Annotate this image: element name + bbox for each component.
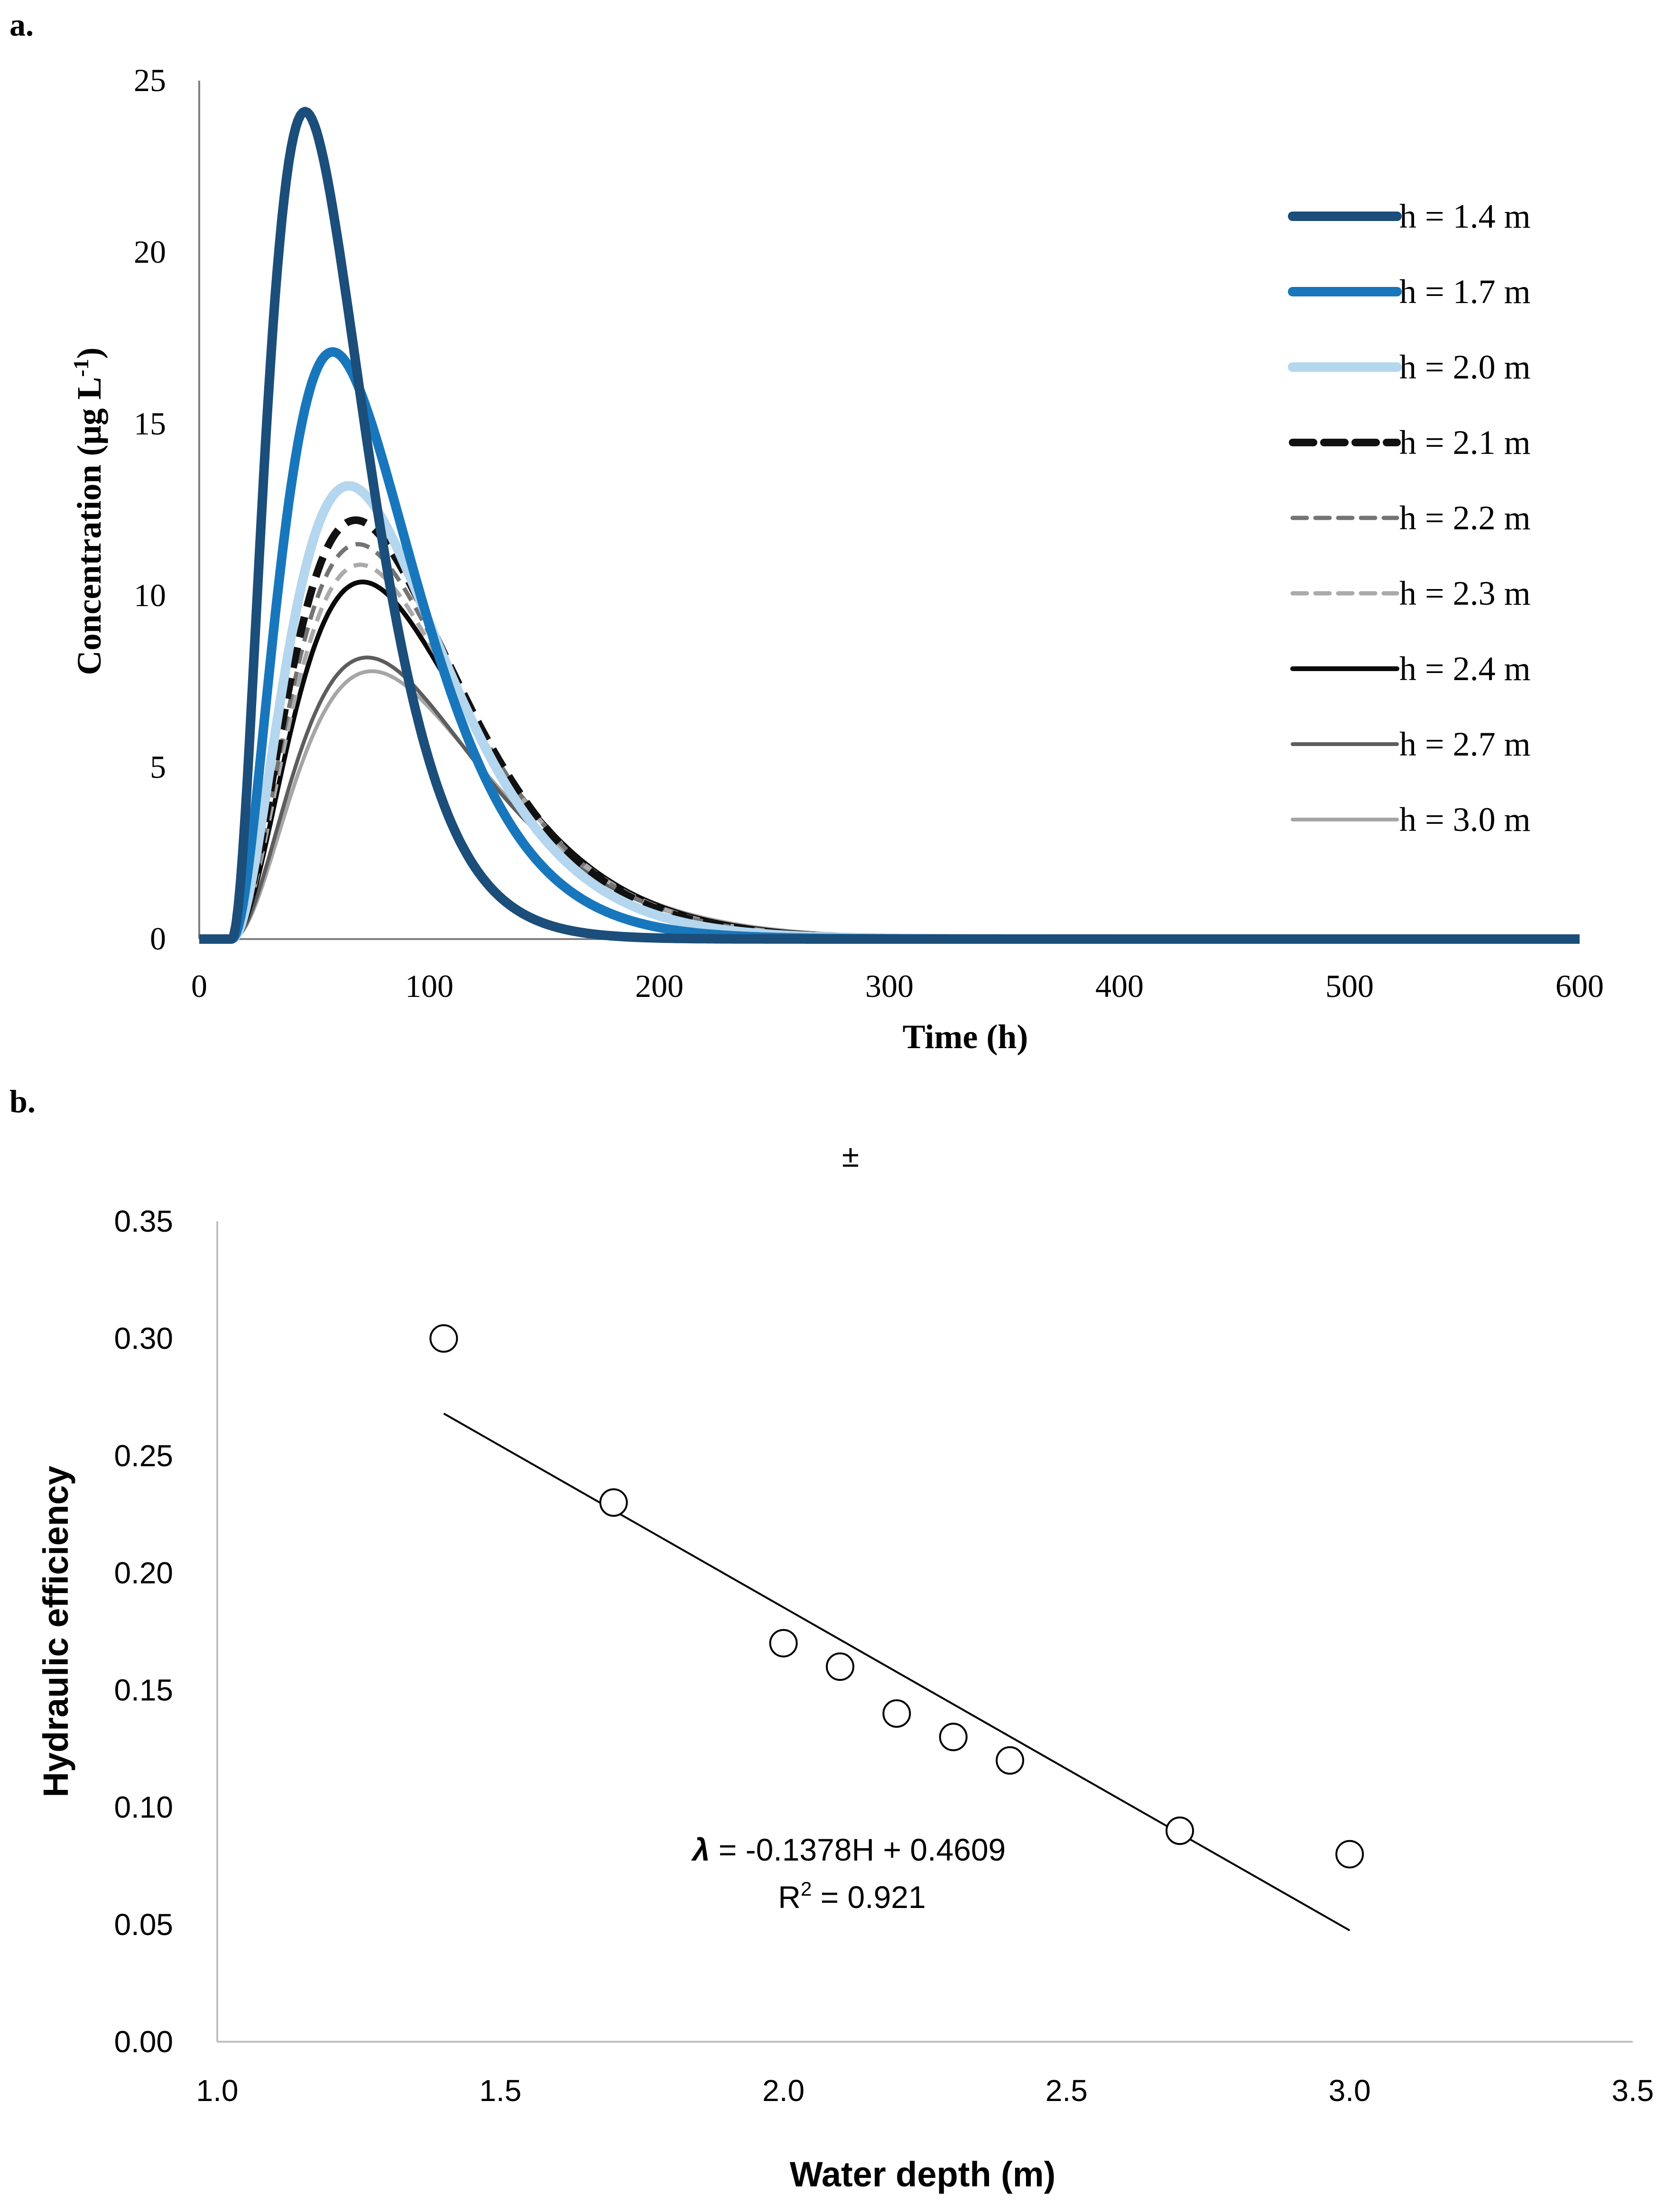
scatter-point bbox=[769, 1629, 798, 1658]
legend-entry-label: h = 1.7 m bbox=[1399, 273, 1531, 311]
legend-entry-label: h = 2.3 m bbox=[1399, 574, 1531, 612]
panel-b-x-tick-label: 3.5 bbox=[1612, 2074, 1654, 2108]
scatter-point bbox=[1166, 1816, 1194, 1845]
panel-a-y-axis-title: Concentration (μg L-1) bbox=[69, 347, 108, 675]
panel-b-trendline-group bbox=[443, 1412, 1350, 1931]
series-line-1 bbox=[196, 107, 1582, 944]
panel-b-y-tick-label: 0.00 bbox=[114, 2025, 173, 2059]
panel-a-y-tick-label: 10 bbox=[134, 577, 166, 613]
panel-b-y-tick-label: 0.10 bbox=[114, 1790, 173, 1825]
panel-b-x-axis-title: Water depth (m) bbox=[790, 2155, 1055, 2194]
panel-b-equation: λ = -0.1378H + 0.4609 bbox=[691, 1832, 1006, 1867]
panel-b-y-tick-label: 0.25 bbox=[114, 1438, 173, 1473]
panel-b-r-squared: R2 = 0.921 bbox=[778, 1878, 925, 1915]
panel-a-y-tick-label: 25 bbox=[134, 62, 166, 98]
panel-b-x-tick-label: 1.5 bbox=[479, 2074, 521, 2108]
panel-a-x-ticks: 0 100 200 300 400 500 600 bbox=[191, 968, 1604, 1004]
panel-b-x-tick-label: 2.5 bbox=[1045, 2074, 1088, 2108]
panel-a-legend: h = 1.4 m h = 1.7 m h = 2.0 m h = 2.1 m h = … bbox=[1288, 197, 1531, 839]
panel-a-x-tick-label: 600 bbox=[1555, 968, 1604, 1004]
scatter-point bbox=[429, 1324, 458, 1353]
panel-b-points bbox=[429, 1324, 1364, 1869]
legend-entry-label: h = 2.7 m bbox=[1399, 725, 1531, 763]
panel-b-y-tick-label: 0.15 bbox=[114, 1673, 173, 1707]
panel-a-y-ticks: 0 5 10 15 20 25 bbox=[134, 62, 166, 957]
panel-b-x-tick-label: 1.0 bbox=[196, 2074, 239, 2108]
panel-a-x-tick-label: 400 bbox=[1095, 968, 1144, 1004]
panel-b-y-ticks: 0.00 0.05 0.10 0.15 0.20 0.25 0.30 0.35 bbox=[114, 1204, 173, 2059]
scatter-point bbox=[939, 1723, 968, 1751]
panel-a-x-tick-label: 300 bbox=[865, 968, 914, 1004]
panel-b-y-tick-label: 0.35 bbox=[114, 1204, 173, 1238]
series-line-9 bbox=[199, 669, 1580, 941]
panel-a-curves bbox=[196, 107, 1582, 944]
panel-a-x-tick-label: 200 bbox=[635, 968, 684, 1004]
panel-a-x-tick-label: 500 bbox=[1325, 968, 1374, 1004]
scatter-point bbox=[599, 1488, 628, 1517]
panel-a-x-axis-title: Time (h) bbox=[903, 1018, 1028, 1056]
scatter-point bbox=[825, 1652, 854, 1681]
panel-b-x-tick-label: 2.0 bbox=[762, 2074, 805, 2108]
panel-b-y-tick-label: 0.30 bbox=[114, 1321, 173, 1355]
panel-a-label: a. bbox=[9, 7, 34, 43]
panel-b-y-tick-label: 0.20 bbox=[114, 1556, 173, 1590]
panel-b-x-tick-label: 3.0 bbox=[1329, 2074, 1371, 2108]
panel-a-y-tick-label: 20 bbox=[134, 234, 166, 270]
panel-b-y-tick-label: 0.05 bbox=[114, 1908, 173, 1942]
panel-b-x-ticks: 1.0 1.5 2.0 2.5 3.0 3.5 bbox=[196, 2074, 1654, 2108]
panel-a-y-tick-label: 15 bbox=[134, 406, 166, 442]
legend-entry-label: h = 2.0 m bbox=[1399, 348, 1531, 386]
legend-entry-label: h = 2.1 m bbox=[1399, 424, 1531, 461]
legend-entry-label: h = 2.4 m bbox=[1399, 650, 1531, 688]
panel-a-x-tick-label: 100 bbox=[405, 968, 453, 1004]
panel-a-x-tick-label: 0 bbox=[191, 968, 207, 1004]
legend-entry-label: h = 2.2 m bbox=[1399, 499, 1531, 537]
series-line-4 bbox=[197, 516, 1582, 943]
legend-entry-label: h = 3.0 m bbox=[1399, 801, 1531, 839]
panel-a-y-tick-label: 0 bbox=[150, 921, 166, 957]
scatter-point bbox=[1335, 1840, 1364, 1869]
series-line-7 bbox=[199, 580, 1580, 941]
panel-a: a. 0 5 10 15 20 25 0 100 200 300 400 500 600 h = 1.… bbox=[9, 7, 1604, 1056]
series-line-8 bbox=[199, 655, 1580, 941]
trendline bbox=[443, 1412, 1350, 1931]
series-line-6 bbox=[199, 562, 1580, 941]
legend-entry-label: h = 1.4 m bbox=[1399, 197, 1531, 235]
panel-b-label: b. bbox=[9, 1083, 36, 1119]
panel-b-subtitle: ± bbox=[842, 1138, 859, 1173]
panel-b-y-axis-title: Hydraulic efficiency bbox=[36, 1465, 75, 1797]
scatter-point bbox=[996, 1746, 1025, 1775]
panel-b: b. ± 0.00 0.05 0.10 0.15 0.20 0.25 0.30 0.35 1.… bbox=[9, 1083, 1654, 2194]
panel-a-y-tick-label: 5 bbox=[150, 749, 166, 785]
scatter-point bbox=[882, 1699, 911, 1728]
